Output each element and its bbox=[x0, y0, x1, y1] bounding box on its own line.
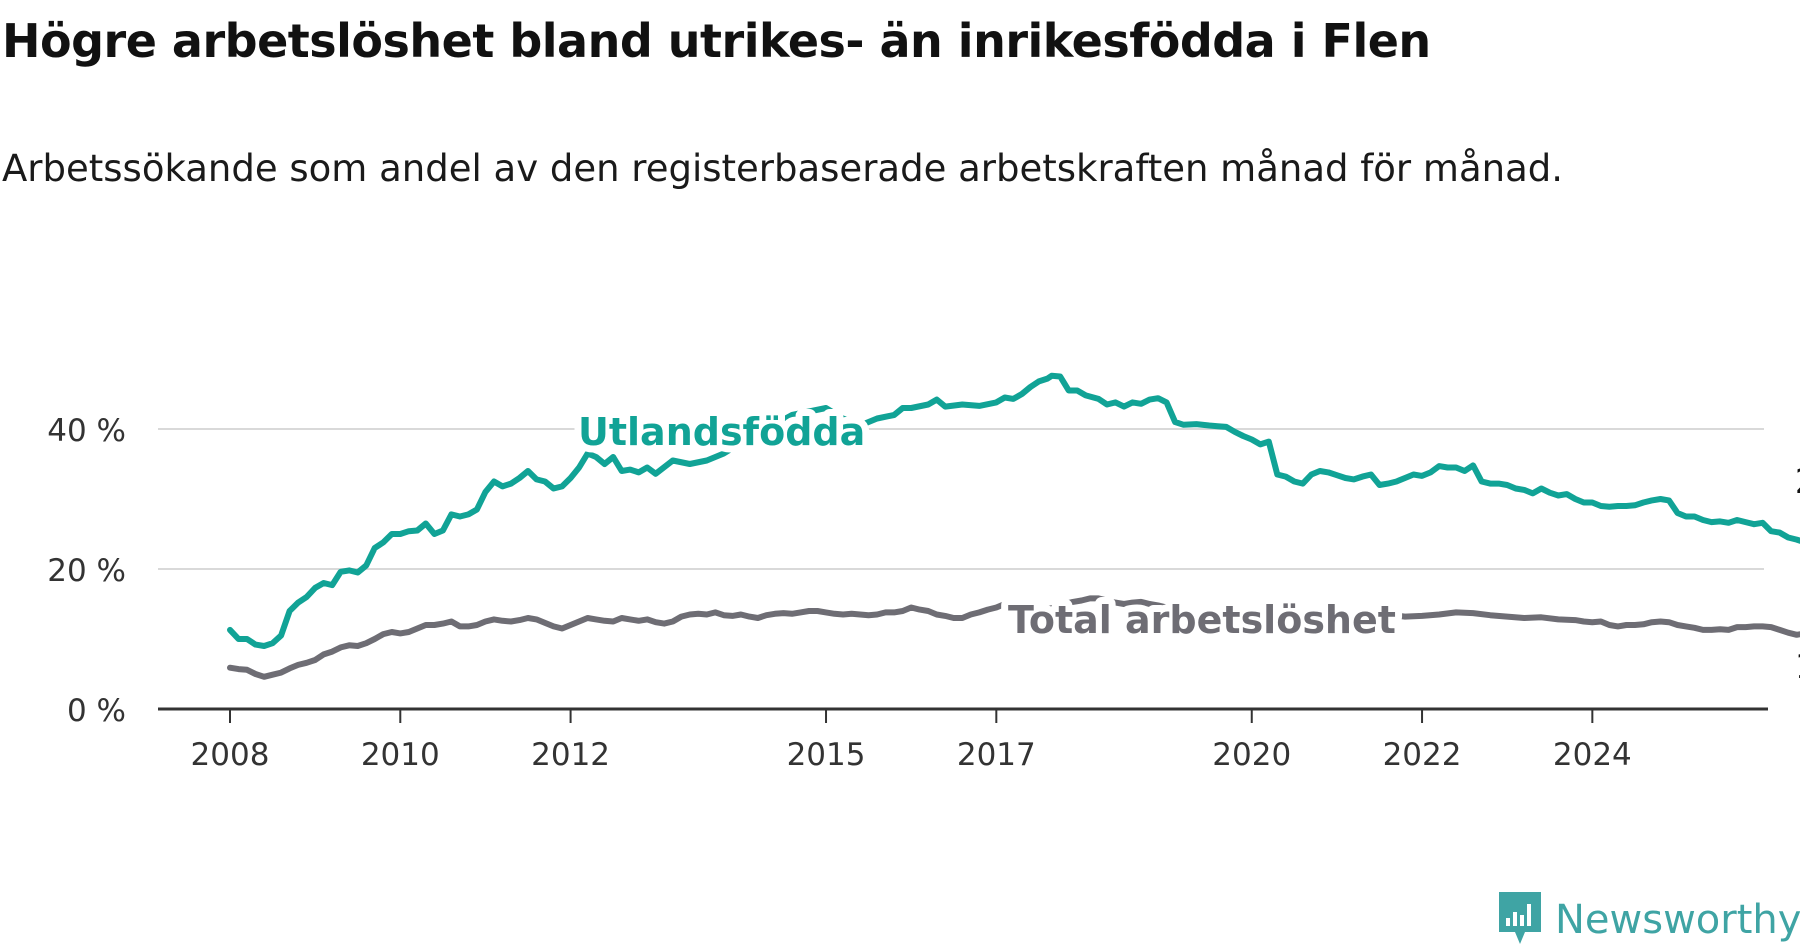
chart-subtitle: Arbetssökande som andel av den registerb… bbox=[2, 147, 1563, 190]
y-tick-label: 0 % bbox=[67, 693, 126, 729]
x-tick-label: 2010 bbox=[361, 737, 440, 773]
end-label-total: 11,4 % bbox=[1795, 647, 1800, 687]
x-tick-label: 2017 bbox=[957, 737, 1036, 773]
x-tick-label: 2012 bbox=[531, 737, 610, 773]
x-tick-label: 2024 bbox=[1553, 737, 1632, 773]
series-line-total bbox=[227, 595, 1800, 680]
series-label-total: Total arbetslöshet bbox=[1008, 598, 1396, 642]
chart-title: Högre arbetslöshet bland utrikes- än inr… bbox=[2, 14, 1431, 68]
series-label-utlandsfodda: Utlandsfödda bbox=[578, 410, 865, 454]
y-tick-label: 40 % bbox=[47, 413, 126, 449]
x-tick-label: 2008 bbox=[191, 737, 270, 773]
x-tick-label: 2020 bbox=[1212, 737, 1291, 773]
axes: 0 % 20 % 40 % 2008 2010 2012 2015 2017 2020 2022 2… bbox=[47, 413, 1768, 773]
newsworthy-logo-icon bbox=[1495, 888, 1545, 952]
end-label-utlandsfodda: 25,4 % bbox=[1795, 462, 1800, 502]
gridlines bbox=[158, 428, 1764, 570]
y-tick-label: 20 % bbox=[47, 553, 126, 589]
x-tick-label: 2015 bbox=[787, 737, 866, 773]
brand-logo: Newsworthy bbox=[1495, 888, 1800, 952]
series-line-utlandsfodda bbox=[227, 372, 1800, 649]
series-label-utlandsfodda-halo: Utlandsfödda bbox=[578, 410, 865, 454]
series-label-total-halo: Total arbetslöshet bbox=[1008, 598, 1396, 642]
series-lines bbox=[227, 372, 1800, 680]
brand-name: Newsworthy bbox=[1555, 897, 1800, 943]
x-tick-label: 2022 bbox=[1383, 737, 1462, 773]
line-chart: 0 % 20 % 40 % 2008 2010 2012 2015 2017 2020 2022 2… bbox=[47, 372, 1800, 773]
